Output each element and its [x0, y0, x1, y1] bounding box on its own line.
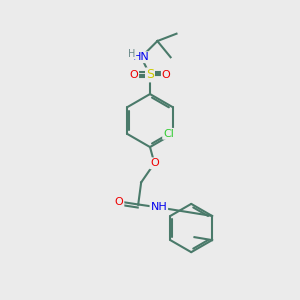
Text: O: O — [129, 70, 138, 80]
Text: O: O — [150, 158, 159, 168]
Text: H: H — [128, 49, 135, 59]
Text: S: S — [146, 68, 154, 81]
Text: O: O — [162, 70, 171, 80]
Text: O: O — [115, 196, 124, 206]
Text: NH: NH — [151, 202, 167, 212]
Text: Cl: Cl — [163, 129, 174, 139]
Text: HN: HN — [133, 52, 149, 62]
